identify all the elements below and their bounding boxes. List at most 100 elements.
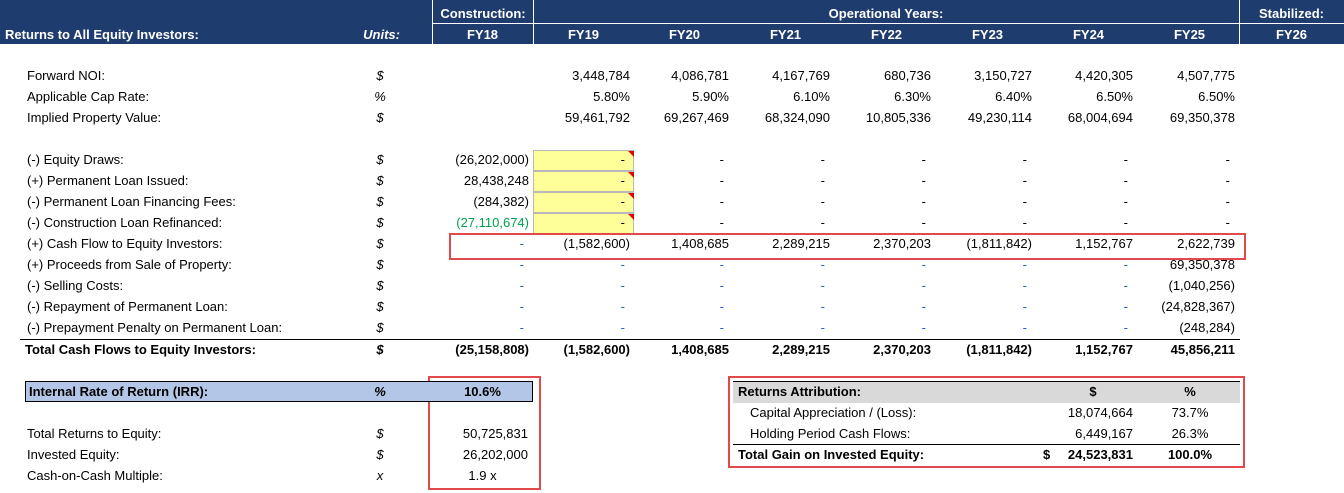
cell-value [433, 87, 529, 107]
cell-value: - [820, 278, 825, 293]
row-unit: $ [376, 173, 384, 188]
row-unit: $ [376, 215, 384, 230]
row-unit: $ [376, 278, 384, 293]
attribution-title: Returns Attribution: [738, 384, 861, 399]
attribution-dollar-header: $ [1089, 384, 1097, 399]
cell-value: 3,448,784 [572, 68, 630, 83]
units-header: Units: [363, 27, 400, 42]
cell-value: 45,856,211 [1170, 342, 1235, 357]
cell-value: 2,370,203 [873, 342, 931, 357]
attribution-total-amount: 24,523,831 [1067, 447, 1133, 462]
cell-value: - [1123, 257, 1128, 272]
cell-value: - [719, 152, 724, 167]
cell-value: - [1123, 278, 1128, 293]
attribution-row-amount: 6,449,167 [1075, 426, 1133, 441]
year-header: FY18 [466, 27, 499, 42]
cell-value: - [719, 194, 724, 209]
comment-marker-icon [628, 151, 634, 157]
irr-row [25, 381, 533, 402]
year-header: FY20 [668, 27, 701, 42]
cell-value: - [620, 278, 625, 293]
cell-value: (284,382) [473, 194, 529, 209]
cell-value: - [1123, 320, 1128, 335]
cell-value: - [1022, 299, 1027, 314]
cell-value: (25,158,808) [455, 342, 529, 357]
row-label: (-) Selling Costs: [27, 278, 124, 293]
cell-value: (1,811,842) [966, 236, 1032, 251]
cell-value: - [921, 257, 926, 272]
row-unit: $ [376, 110, 384, 125]
column-separator [432, 0, 433, 44]
attribution-header-row [733, 381, 1240, 403]
row-label: (+) Permanent Loan Issued: [27, 173, 189, 188]
cell-value: (27,110,674) [456, 215, 529, 230]
attribution-row-pct: 73.7% [1171, 405, 1209, 420]
construction-label: Construction: [440, 6, 526, 21]
input-cell[interactable] [533, 192, 634, 213]
cell-value: - [1225, 215, 1230, 230]
cell-value [433, 108, 529, 128]
cell-value: - [1123, 173, 1128, 188]
cell-value: - [519, 236, 524, 251]
cell-value: - [1022, 320, 1027, 335]
cell-value: - [1123, 299, 1128, 314]
summary-unit: x [376, 468, 384, 483]
total-divider [20, 339, 1240, 340]
cell-value: - [519, 257, 524, 272]
cell-value: - [620, 320, 625, 335]
page-title: Returns to All Equity Investors: [5, 27, 199, 42]
cell-value: 69,350,378 [1169, 257, 1235, 272]
operational-years-label: Operational Years: [828, 6, 944, 21]
cell-value: - [719, 299, 724, 314]
year-header: FY26 [1275, 27, 1308, 42]
cell-value: 69,350,378 [1169, 110, 1235, 125]
cell-value: - [1225, 173, 1230, 188]
summary-unit: $ [376, 426, 384, 441]
cell-value: - [620, 215, 625, 230]
cell-value: 69,267,469 [663, 110, 729, 125]
cell-value: (1,811,842) [966, 342, 1032, 357]
cell-value: - [620, 299, 625, 314]
cell-value: - [1022, 194, 1027, 209]
year-header: FY23 [971, 27, 1004, 42]
cell-value: 5.80% [593, 89, 630, 104]
attribution-total-currency: $ [1043, 447, 1051, 462]
cell-value: 6.10% [793, 89, 830, 104]
cell-value: - [921, 173, 926, 188]
cell-value: 6.50% [1198, 89, 1235, 104]
cell-value: - [1123, 152, 1128, 167]
attribution-total-divider [733, 444, 1240, 445]
stabilized-label: Stabilized: [1258, 6, 1324, 21]
cell-value: - [820, 257, 825, 272]
column-separator [533, 0, 534, 44]
cell-value: 4,507,775 [1177, 68, 1235, 83]
cell-value: 2,622,739 [1177, 236, 1235, 251]
attribution-row-label: Capital Appreciation / (Loss): [750, 405, 917, 420]
irr-value: 10.6% [464, 384, 501, 399]
cell-value: - [519, 299, 524, 314]
row-unit: $ [376, 257, 384, 272]
cell-value: - [719, 278, 724, 293]
header-bar [0, 0, 1344, 44]
cell-value: - [820, 320, 825, 335]
cell-value: (24,828,367) [1161, 299, 1235, 314]
cell-value: - [719, 173, 724, 188]
attribution-total-label: Total Gain on Invested Equity: [738, 447, 925, 462]
input-cell[interactable] [533, 171, 634, 192]
attribution-row-label: Holding Period Cash Flows: [750, 426, 911, 441]
year-header: FY19 [567, 27, 600, 42]
cell-value: (1,582,600) [563, 236, 631, 251]
cell-value: - [1123, 194, 1128, 209]
cell-value: - [1022, 215, 1027, 230]
total-row-label: Total Cash Flows to Equity Investors: [25, 342, 256, 357]
cell-value: (1,582,600) [563, 342, 631, 357]
cell-value: - [1123, 215, 1128, 230]
comment-marker-icon [628, 193, 634, 199]
comment-marker-icon [628, 172, 634, 178]
cell-value: (248,284) [1179, 320, 1235, 335]
cell-value: 59,461,792 [564, 110, 630, 125]
input-cell[interactable] [533, 150, 634, 171]
cell-value: 10,805,336 [865, 110, 931, 125]
row-unit: $ [376, 299, 384, 314]
summary-unit: $ [376, 447, 384, 462]
